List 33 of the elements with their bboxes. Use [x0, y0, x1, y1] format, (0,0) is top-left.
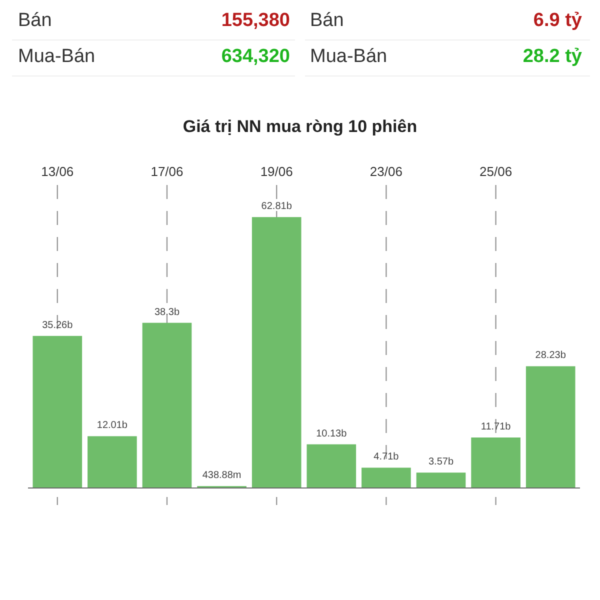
text: 634,320 [221, 46, 290, 67]
x-tick-label: 19/06 [260, 164, 293, 179]
data-label: 4.71b [374, 452, 400, 463]
data-label: 12.01b [96, 420, 128, 432]
text: Bán [18, 10, 52, 31]
x-tick-label: 13/06 [41, 164, 74, 179]
text: 28.2 tỷ [522, 46, 582, 67]
bar [416, 472, 466, 488]
bar [252, 217, 302, 488]
text: Mua-Bán [18, 46, 96, 67]
text: 155,380 [221, 10, 290, 31]
bar [471, 437, 520, 488]
bar [526, 366, 576, 488]
data-label: 10.13b [316, 428, 348, 440]
data-label: 38.3b [154, 306, 180, 318]
data-label: 3.57b [428, 456, 454, 468]
text: 6.9 tỷ [533, 10, 582, 31]
data-label: 28.23b [535, 350, 566, 362]
bar [306, 444, 356, 488]
bar [88, 436, 137, 488]
bar [142, 322, 192, 488]
data-label: 438.88m [202, 470, 242, 482]
x-tick-label: 17/06 [150, 164, 184, 179]
text: Mua-Bán [310, 46, 388, 67]
chart-title: Giá trị NN mua ròng 10 phiên [182, 117, 418, 136]
bar [32, 336, 82, 488]
x-tick-label: 23/06 [370, 164, 402, 179]
data-label: 35.26b [42, 320, 74, 331]
text: Bán [310, 10, 344, 31]
bar [362, 468, 411, 488]
x-tick-label: 25/06 [480, 164, 512, 179]
data-label: 11.71b [480, 421, 512, 432]
data-label: 62.81b [261, 201, 292, 212]
